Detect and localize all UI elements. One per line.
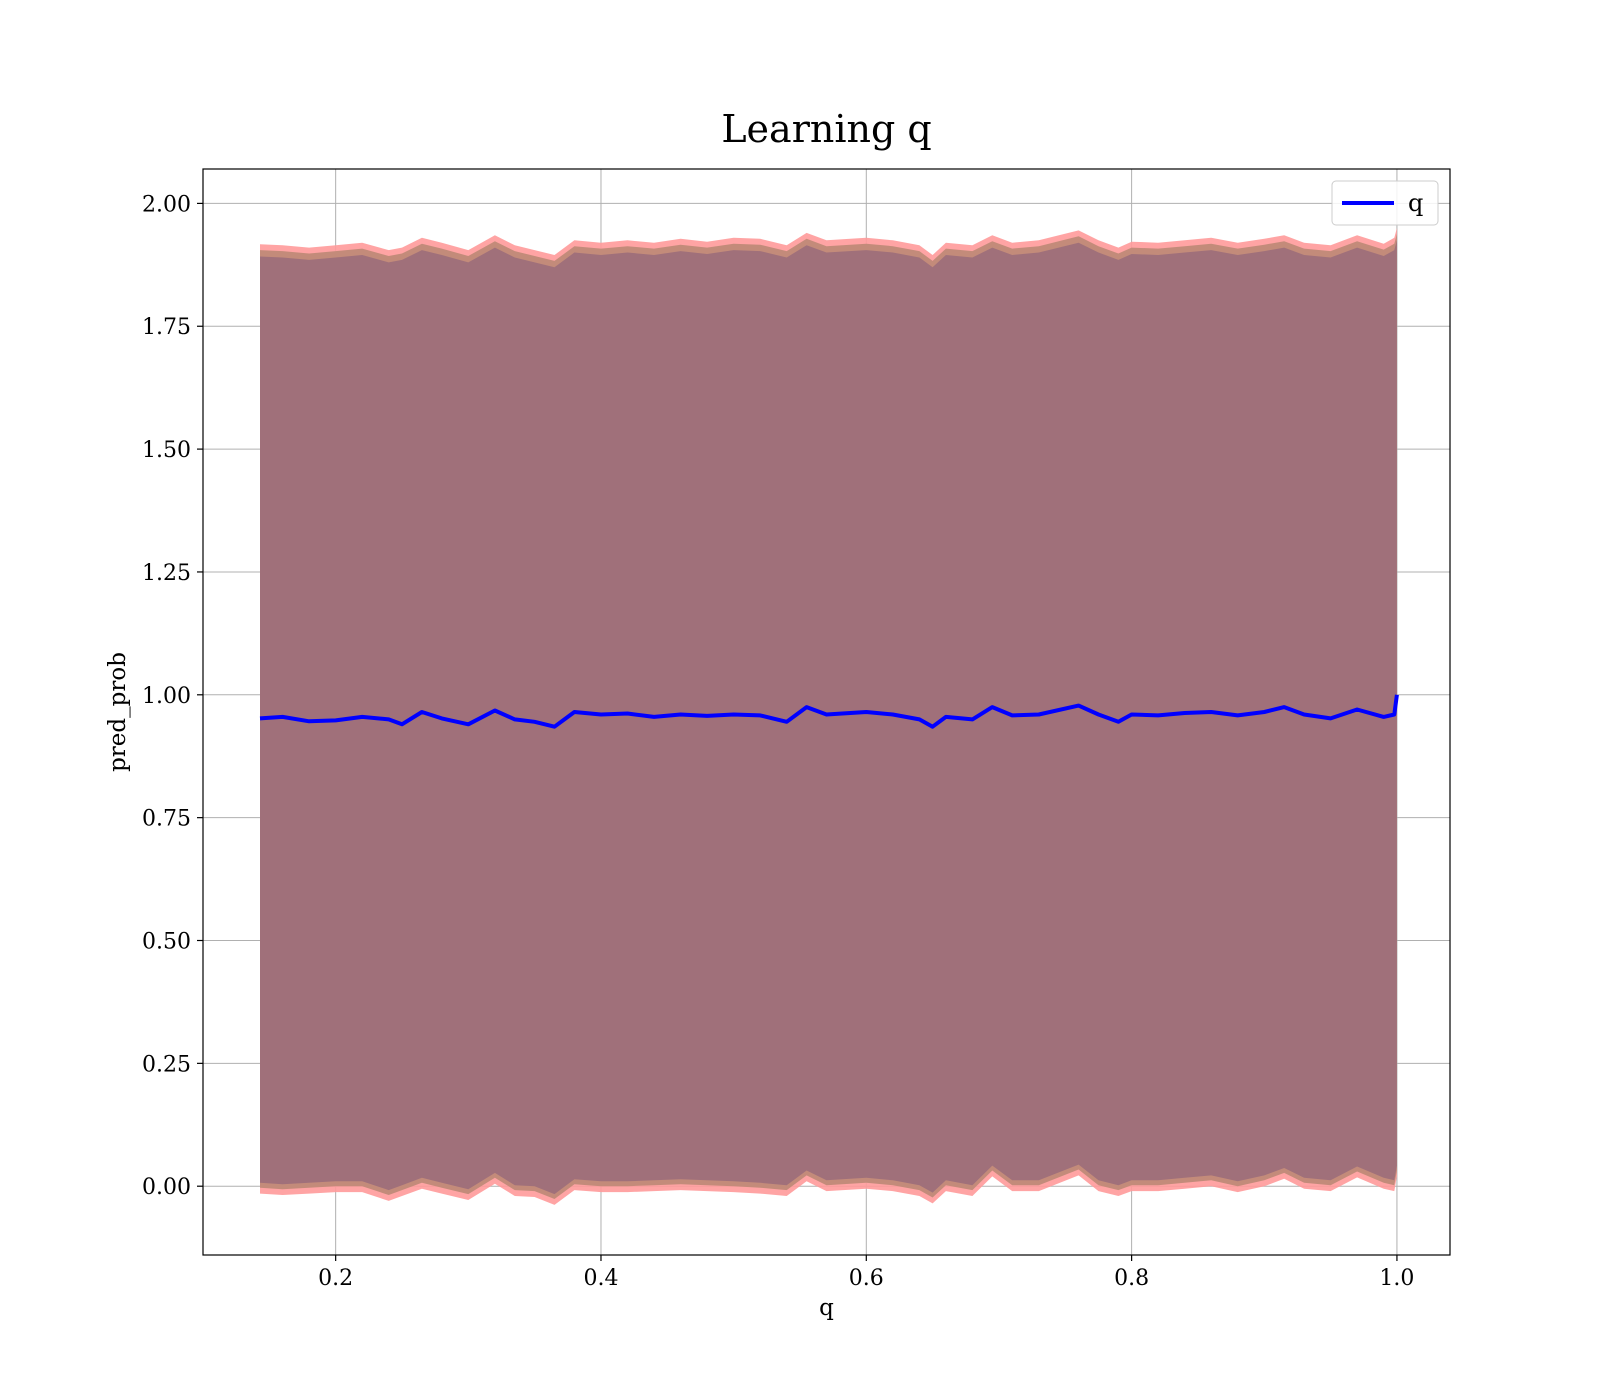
y-tick-label: 2.00 xyxy=(142,192,191,217)
x-tick-label: 0.2 xyxy=(318,1266,353,1291)
y-tick-label: 0.75 xyxy=(142,807,191,832)
y-tick-label: 0.25 xyxy=(142,1052,191,1077)
x-tick-label: 0.6 xyxy=(849,1266,884,1291)
x-axis-ticks: 0.2 0.4 0.6 0.8 1.0 xyxy=(318,1255,1414,1291)
y-tick-label: 1.25 xyxy=(142,561,191,586)
y-tick-label: 0.00 xyxy=(142,1175,191,1200)
legend-label-q: q xyxy=(1408,189,1423,217)
x-axis-label: q xyxy=(819,1295,834,1321)
y-tick-label: 1.50 xyxy=(142,438,191,463)
x-tick-label: 0.4 xyxy=(583,1266,618,1291)
x-tick-label: 1.0 xyxy=(1379,1266,1414,1291)
y-tick-label: 1.00 xyxy=(142,684,191,709)
series-line-q xyxy=(259,694,1399,729)
legend: q xyxy=(1331,180,1439,226)
band-inner xyxy=(260,240,1397,1195)
y-axis-label: pred_prob xyxy=(105,652,131,772)
x-tick-label: 0.8 xyxy=(1114,1266,1149,1291)
y-axis-ticks: 0.00 0.25 0.50 0.75 1.00 1.25 1.50 1.75 2.00 xyxy=(142,192,203,1200)
series-lines xyxy=(259,694,1399,729)
y-tick-label: 1.75 xyxy=(142,315,191,340)
chart-title: Learning q xyxy=(721,107,931,151)
y-tick-label: 0.50 xyxy=(142,930,191,955)
plot-frame xyxy=(202,168,1451,1256)
uncertainty-bands xyxy=(260,228,1397,1205)
